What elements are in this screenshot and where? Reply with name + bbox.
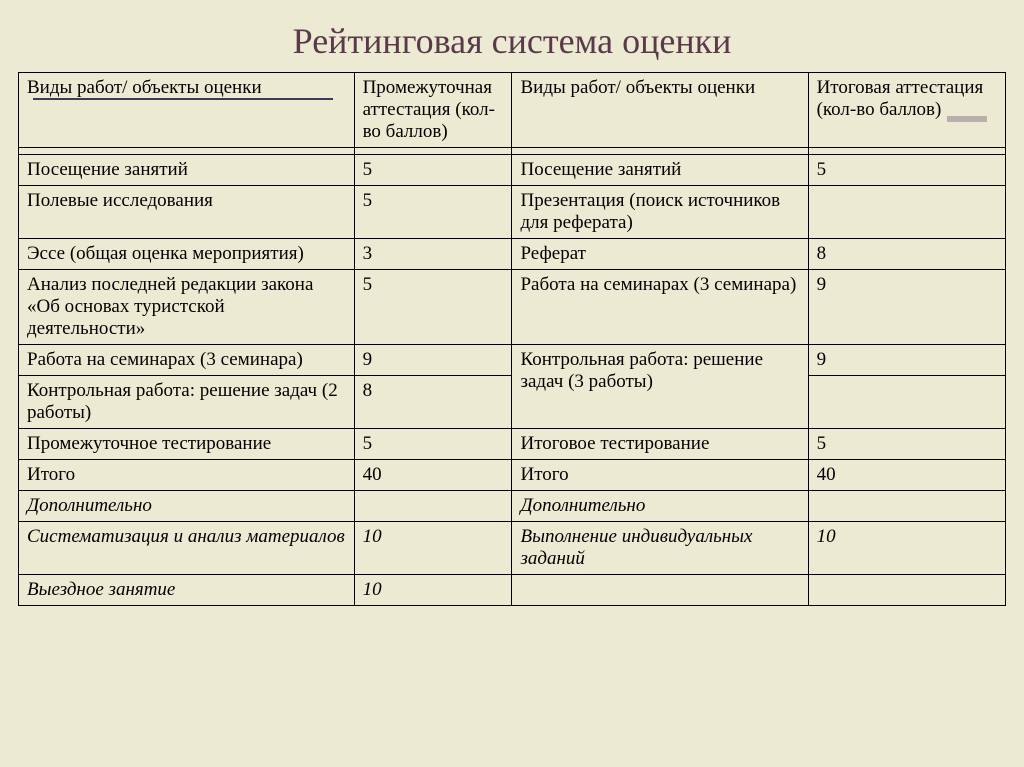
header-col-4: Итоговая аттестация (кол-во баллов) bbox=[808, 73, 1005, 148]
cell: Итоговое тестирование bbox=[512, 429, 808, 460]
header-col-1: Виды работ/ объекты оценки bbox=[19, 73, 355, 148]
table-row: Систематизация и анализ материалов 10 Вы… bbox=[19, 522, 1006, 575]
cell: 10 bbox=[354, 522, 512, 575]
cell bbox=[808, 491, 1005, 522]
cell: 8 bbox=[808, 239, 1005, 270]
table-row: Эссе (общая оценка мероприятия) 3 Рефера… bbox=[19, 239, 1006, 270]
cell bbox=[808, 376, 1005, 429]
rating-table: Виды работ/ объекты оценки Промежуточная… bbox=[18, 72, 1006, 606]
cell: 10 bbox=[354, 575, 512, 606]
cell bbox=[808, 186, 1005, 239]
header-row: Виды работ/ объекты оценки Промежуточная… bbox=[19, 73, 1006, 148]
cell: 5 bbox=[354, 186, 512, 239]
spacer-row bbox=[19, 148, 1006, 155]
cell: Итого bbox=[512, 460, 808, 491]
cell: Полевые исследования bbox=[19, 186, 355, 239]
table-row: Выездное занятие 10 bbox=[19, 575, 1006, 606]
cell: Презентация (поиск источников для рефера… bbox=[512, 186, 808, 239]
table-row: Итого 40 Итого 40 bbox=[19, 460, 1006, 491]
cell: 40 bbox=[808, 460, 1005, 491]
cell: Дополнительно bbox=[512, 491, 808, 522]
cell: Реферат bbox=[512, 239, 808, 270]
cell: 5 bbox=[354, 155, 512, 186]
cell: Контрольная работа: решение задач (2 раб… bbox=[19, 376, 355, 429]
cell: Эссе (общая оценка мероприятия) bbox=[19, 239, 355, 270]
header-text-4: Итоговая аттестация (кол-во баллов) bbox=[817, 77, 984, 120]
header-col-2: Промежуточная аттестация (кол-во баллов) bbox=[354, 73, 512, 148]
cell: Анализ последней редакции закона «Об осн… bbox=[19, 270, 355, 345]
cell: Промежуточное тестирование bbox=[19, 429, 355, 460]
cell: Итого bbox=[19, 460, 355, 491]
table-row: Полевые исследования 5 Презентация (поис… bbox=[19, 186, 1006, 239]
cell: Систематизация и анализ материалов bbox=[19, 522, 355, 575]
cell: 40 bbox=[354, 460, 512, 491]
table-row: Посещение занятий 5 Посещение занятий 5 bbox=[19, 155, 1006, 186]
header-text-1: Виды работ/ объекты оценки bbox=[27, 77, 262, 98]
cell: 5 bbox=[354, 429, 512, 460]
header-underline bbox=[33, 98, 333, 100]
cell: Выездное занятие bbox=[19, 575, 355, 606]
cell: 5 bbox=[354, 270, 512, 345]
table-row: Промежуточное тестирование 5 Итоговое те… bbox=[19, 429, 1006, 460]
page-title: Рейтинговая система оценки bbox=[18, 20, 1006, 62]
cell: 5 bbox=[808, 429, 1005, 460]
header-shadow bbox=[947, 116, 987, 122]
cell: Работа на семинарах (3 семинара) bbox=[19, 345, 355, 376]
cell: Работа на семинарах (3 семинара) bbox=[512, 270, 808, 345]
cell: Выполнение индивидуальных заданий bbox=[512, 522, 808, 575]
cell: Посещение занятий bbox=[19, 155, 355, 186]
cell: Дополнительно bbox=[19, 491, 355, 522]
cell bbox=[808, 575, 1005, 606]
cell: 9 bbox=[354, 345, 512, 376]
cell: 9 bbox=[808, 270, 1005, 345]
cell: 9 bbox=[808, 345, 1005, 376]
header-col-3: Виды работ/ объекты оценки bbox=[512, 73, 808, 148]
page: Рейтинговая система оценки Виды работ/ о… bbox=[0, 0, 1024, 606]
cell: 3 bbox=[354, 239, 512, 270]
table-row: Работа на семинарах (3 семинара) 9 Контр… bbox=[19, 345, 1006, 376]
table-row: Дополнительно Дополнительно bbox=[19, 491, 1006, 522]
cell: 8 bbox=[354, 376, 512, 429]
cell: 5 bbox=[808, 155, 1005, 186]
cell bbox=[512, 575, 808, 606]
cell bbox=[354, 491, 512, 522]
cell: Посещение занятий bbox=[512, 155, 808, 186]
cell-merged: Контрольная работа: решение задач (3 раб… bbox=[512, 345, 808, 429]
cell: 10 bbox=[808, 522, 1005, 575]
table-row: Анализ последней редакции закона «Об осн… bbox=[19, 270, 1006, 345]
